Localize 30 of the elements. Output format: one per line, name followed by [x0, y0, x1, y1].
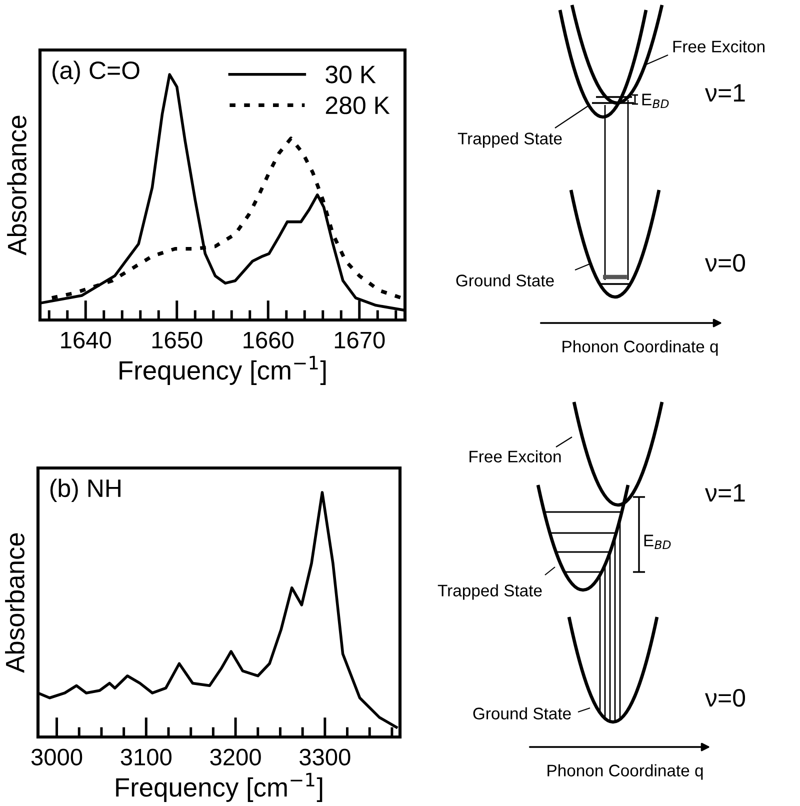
y-axis-title: Absorbance [5, 533, 24, 673]
text: ν=1 [705, 84, 745, 102]
text: Trapped State [438, 584, 542, 600]
x-tick-label: 3100 [120, 748, 172, 766]
text: E$_{BD}$ [642, 94, 669, 108]
x-tick-label: 1650 [152, 332, 202, 348]
text: Ground State [473, 707, 571, 720]
chart-title: (a) C=O [52, 60, 140, 84]
x-tick-label: 1640 [61, 332, 111, 348]
text: Phonon Coordinate q [562, 340, 718, 356]
x-tick-label: 3000 [31, 748, 82, 766]
text: ν=0 [705, 689, 746, 707]
x-tick-label: 3200 [210, 748, 261, 766]
x-axis-title: Frequency [cm$^{−1}$] [116, 772, 322, 802]
legend-label: 30 K [326, 66, 376, 84]
text: Trapped State [458, 132, 562, 148]
y-axis-title: Absorbance [7, 116, 26, 256]
chart-title: (b) NH [50, 478, 120, 502]
text: Ground State [456, 274, 554, 286]
x-tick-label: 1670 [334, 332, 385, 348]
x-tick-label: 3300 [300, 748, 350, 766]
legend-label: 280 K [326, 96, 390, 114]
text: ν=0 [705, 254, 746, 272]
text: Phonon Coordinate q [548, 764, 703, 780]
text: Free Exciton [673, 40, 764, 52]
text: E$_{BD}$ [644, 534, 671, 550]
x-axis-title: Frequency [cm$^{−1}$] [120, 356, 326, 385]
x-tick-label: 1660 [244, 332, 294, 348]
text: ν=1 [705, 484, 745, 502]
text: Free Exciton [470, 450, 561, 462]
